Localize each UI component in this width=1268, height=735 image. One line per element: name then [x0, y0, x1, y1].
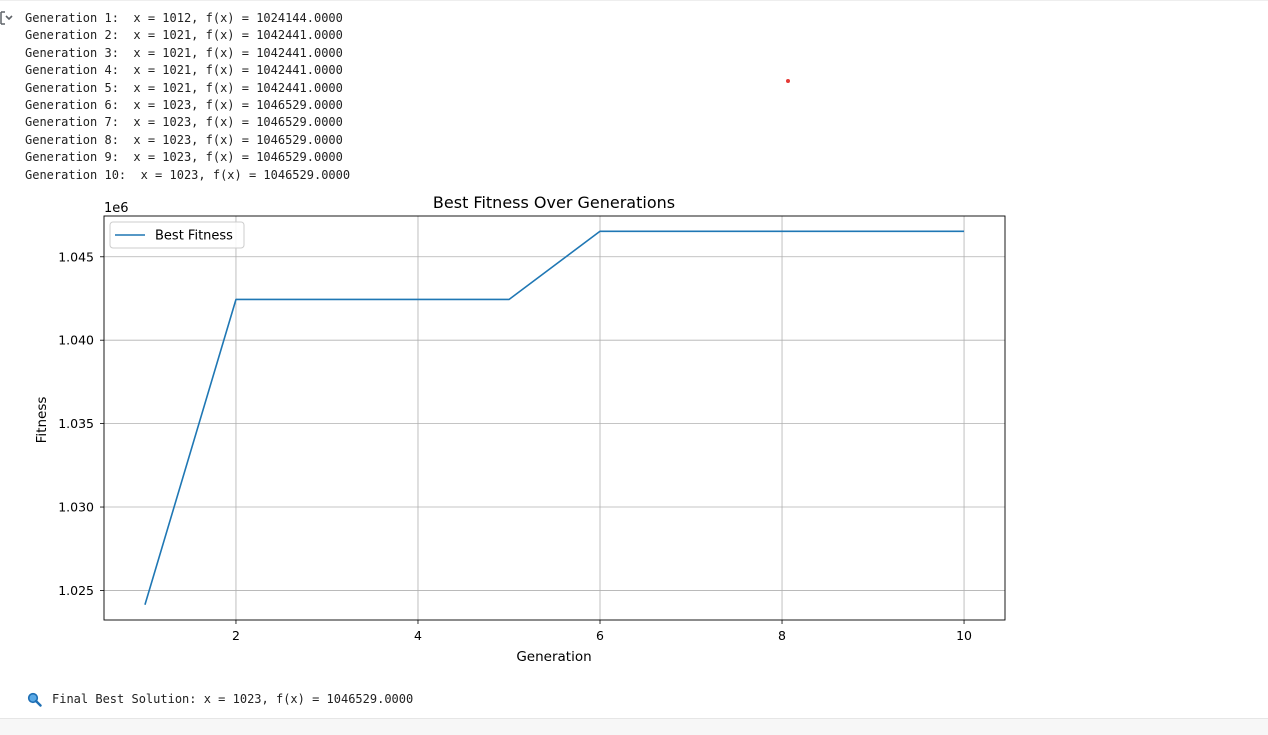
fitness-chart: 2 4 6 8 10 1.025 1.030 1.035 1.040 1.045 Best Fit…	[34, 193, 1006, 665]
cell-bottom-divider	[0, 718, 1268, 719]
output-line: Generation 10: x = 1023, f(x) = 1046529.…	[25, 167, 351, 182]
output-toggle-icon[interactable]	[0, 10, 14, 26]
x-tick-label: 6	[596, 628, 604, 643]
chart-frame	[103, 215, 1006, 621]
cursor-dot	[786, 79, 790, 83]
chart-figure: 2 4 6 8 10 1.025 1.030 1.035 1.040 1.045 Best Fit…	[0, 186, 1010, 671]
chart-legend: Best Fitness	[109, 221, 245, 249]
output-line: Generation 9: x = 1023, f(x) = 1046529.0…	[25, 150, 343, 165]
x-axis-label: Generation	[516, 649, 591, 665]
y-axis-label: Fitness	[34, 397, 50, 444]
output-line: Generation 4: x = 1021, f(x) = 1042441.0…	[25, 63, 343, 78]
x-tick-label: 2	[232, 628, 240, 643]
y-tick-label: 1.035	[58, 416, 94, 431]
y-tick-label: 1.045	[58, 249, 94, 264]
chart-series	[144, 230, 965, 605]
output-line: Generation 7: x = 1023, f(x) = 1046529.0…	[25, 115, 343, 130]
y-offset-label: 1e6	[104, 201, 129, 216]
output-line: Generation 2: x = 1021, f(x) = 1042441.0…	[25, 28, 343, 43]
output-line: Generation 3: x = 1021, f(x) = 1042441.0…	[25, 45, 343, 60]
series-line-best-fitness	[144, 230, 965, 605]
notebook-footer-band	[0, 719, 1268, 735]
legend-label: Best Fitness	[155, 229, 233, 244]
magnifier-icon	[27, 692, 42, 707]
stdout-output: Generation 1: x = 1012, f(x) = 1024144.0…	[25, 10, 350, 184]
chart-title: Best Fitness Over Generations	[433, 193, 675, 212]
output-line: Generation 5: x = 1021, f(x) = 1042441.0…	[25, 80, 343, 95]
output-line: Generation 6: x = 1023, f(x) = 1046529.0…	[25, 97, 343, 112]
x-tick-label: 10	[956, 628, 972, 643]
plot-area-frame	[103, 215, 1006, 621]
output-line: Generation 1: x = 1012, f(x) = 1024144.0…	[25, 11, 343, 25]
chart-grid	[104, 216, 1005, 620]
x-tick-label: 4	[414, 628, 422, 643]
y-tick-label: 1.030	[58, 500, 94, 515]
x-tick-label: 8	[778, 628, 786, 643]
legend-box	[109, 221, 245, 249]
y-tick-label: 1.025	[58, 583, 94, 598]
chart-ticks: 2 4 6 8 10 1.025 1.030 1.035 1.040 1.045	[58, 249, 972, 643]
final-solution-text: Final Best Solution: x = 1023, f(x) = 10…	[52, 692, 414, 706]
output-line: Generation 8: x = 1023, f(x) = 1046529.0…	[25, 132, 343, 147]
y-tick-label: 1.040	[58, 333, 94, 348]
cell-top-divider	[0, 0, 1268, 1]
final-solution-line: Final Best Solution: x = 1023, f(x) = 10…	[27, 690, 413, 708]
